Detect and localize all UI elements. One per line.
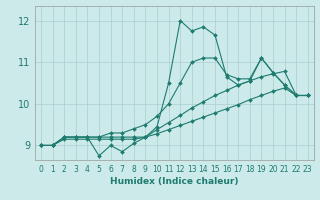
X-axis label: Humidex (Indice chaleur): Humidex (Indice chaleur) [110,177,239,186]
